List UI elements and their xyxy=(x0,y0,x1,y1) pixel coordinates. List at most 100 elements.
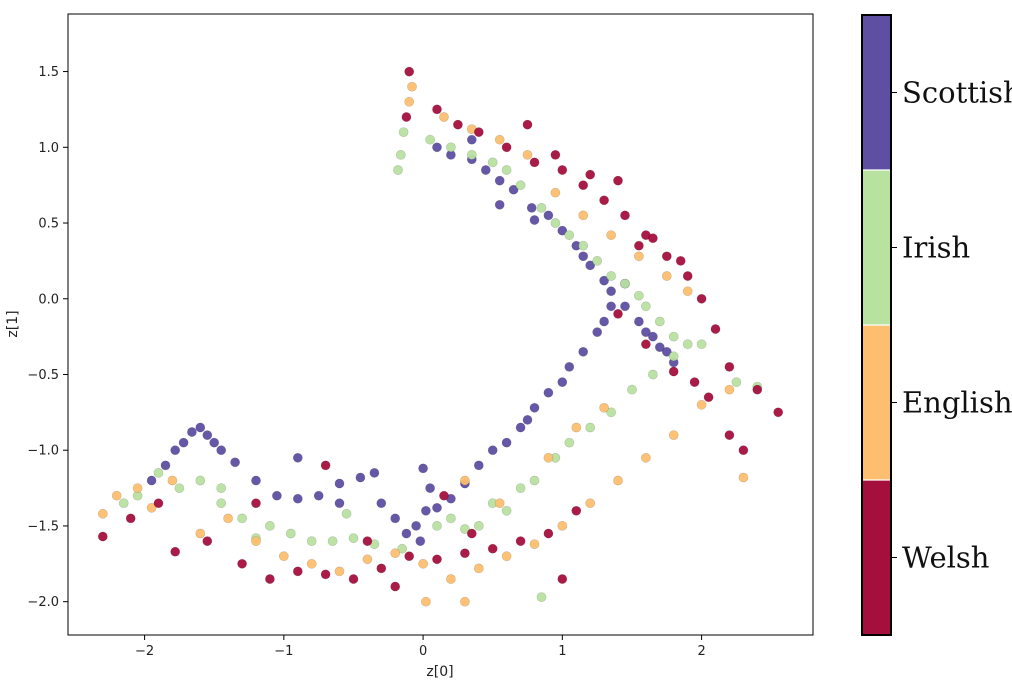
data-point xyxy=(648,233,658,244)
data-point xyxy=(420,505,431,516)
data-point xyxy=(390,548,401,559)
data-point xyxy=(696,399,707,410)
data-point xyxy=(696,293,707,304)
data-point xyxy=(494,199,505,210)
data-point xyxy=(634,240,644,251)
data-point xyxy=(599,402,609,413)
data-point xyxy=(682,271,693,281)
data-point xyxy=(564,437,575,448)
data-point xyxy=(724,384,735,395)
data-point xyxy=(292,493,303,504)
data-point xyxy=(404,66,415,77)
data-point xyxy=(278,551,289,562)
data-point xyxy=(773,407,784,418)
data-point xyxy=(432,521,442,531)
y-tick-label: −1.5 xyxy=(27,519,59,534)
data-point xyxy=(501,505,512,516)
data-point xyxy=(473,563,484,574)
data-point xyxy=(459,548,470,559)
data-point xyxy=(648,331,658,342)
data-point xyxy=(710,324,721,334)
data-point xyxy=(334,498,345,509)
data-point xyxy=(592,327,603,337)
colorbar-swatch-welsh xyxy=(862,480,891,635)
data-point xyxy=(404,96,415,107)
data-point xyxy=(264,574,275,584)
data-point xyxy=(170,546,181,557)
data-point xyxy=(641,327,651,337)
data-point xyxy=(515,536,526,546)
data-point xyxy=(393,165,403,175)
data-point xyxy=(459,475,470,486)
data-point xyxy=(578,346,589,357)
data-point xyxy=(306,558,317,569)
data-point xyxy=(432,104,442,115)
data-point xyxy=(459,524,470,534)
data-point xyxy=(404,551,415,562)
data-point xyxy=(620,210,630,221)
data-point xyxy=(613,475,623,486)
data-point xyxy=(390,513,401,524)
data-point xyxy=(415,536,426,546)
data-point xyxy=(494,498,505,509)
data-point xyxy=(397,543,408,554)
data-point xyxy=(473,127,484,138)
data-point xyxy=(223,513,233,524)
data-point xyxy=(654,316,665,327)
data-point xyxy=(125,513,136,524)
data-point xyxy=(376,498,387,509)
data-point xyxy=(407,81,417,92)
data-point xyxy=(606,301,616,312)
data-point xyxy=(668,331,679,342)
data-point xyxy=(661,251,672,262)
data-point xyxy=(445,574,456,584)
data-point xyxy=(606,286,616,297)
data-point xyxy=(620,301,630,312)
data-point xyxy=(529,539,540,549)
data-point xyxy=(466,134,477,145)
data-point xyxy=(334,566,345,577)
data-point xyxy=(522,149,533,160)
data-point xyxy=(571,505,582,516)
data-point xyxy=(661,346,672,357)
data-point xyxy=(292,452,303,463)
data-point xyxy=(251,498,261,509)
data-point xyxy=(613,175,623,186)
data-point xyxy=(216,483,227,493)
data-point xyxy=(216,498,227,509)
data-point xyxy=(271,490,282,501)
data-point xyxy=(613,308,623,319)
data-point xyxy=(752,384,763,395)
data-point xyxy=(557,377,568,387)
data-point xyxy=(501,437,512,448)
data-point xyxy=(186,427,197,437)
data-point xyxy=(320,460,331,471)
data-point xyxy=(466,528,477,539)
data-point xyxy=(251,475,261,486)
y-tick-label: 0.5 xyxy=(38,217,59,232)
y-tick-label: 1.5 xyxy=(38,65,59,80)
y-tick-label: −1.0 xyxy=(27,444,59,459)
data-point xyxy=(306,536,317,546)
data-point xyxy=(529,402,540,413)
colorbar-label: Welsh xyxy=(902,541,989,575)
data-point xyxy=(543,528,554,539)
data-point xyxy=(515,180,526,191)
data-point xyxy=(439,112,449,122)
data-point xyxy=(494,175,505,186)
data-point xyxy=(459,596,470,607)
colorbar-frame xyxy=(861,14,892,636)
x-tick-label: 1 xyxy=(558,644,566,659)
data-point xyxy=(473,521,484,531)
data-point xyxy=(529,475,540,486)
data-point xyxy=(167,475,178,486)
data-point xyxy=(432,142,442,153)
data-point xyxy=(348,574,359,584)
data-point xyxy=(494,134,505,145)
data-point xyxy=(738,472,749,483)
data-point xyxy=(432,502,442,513)
data-point xyxy=(557,225,568,236)
data-point xyxy=(606,230,616,240)
data-point xyxy=(578,251,589,262)
